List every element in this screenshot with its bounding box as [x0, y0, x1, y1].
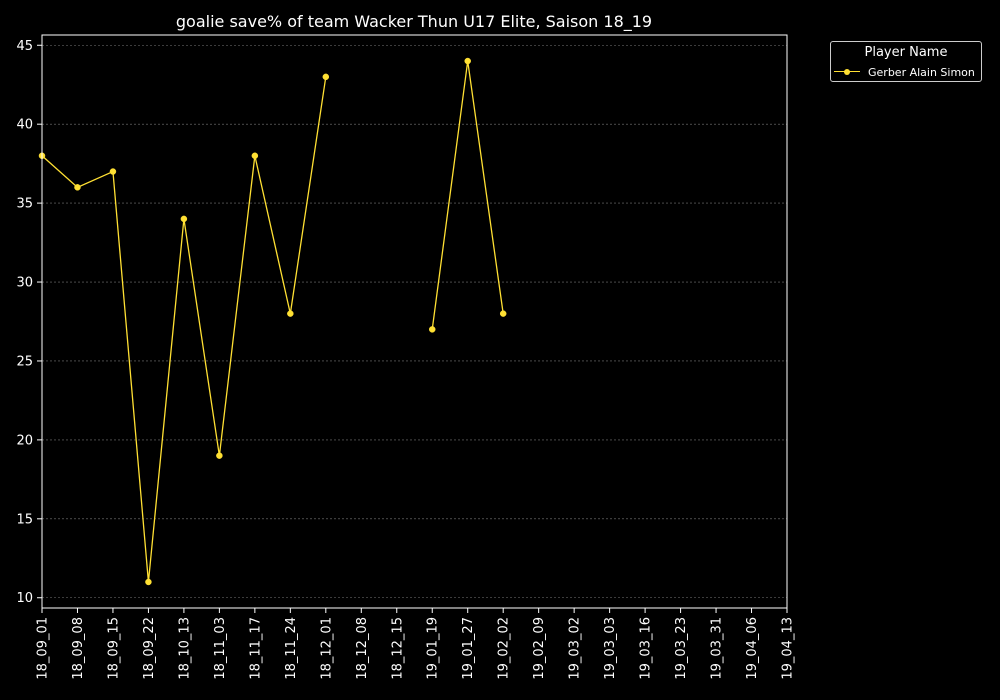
legend-swatch [834, 66, 860, 78]
x-tick-label: 18_10_13 [177, 617, 192, 680]
x-tick-label: 18_11_24 [284, 617, 299, 680]
x-tick-label: 18_11_17 [248, 617, 263, 680]
x-tick-label: 19_02_09 [532, 617, 547, 680]
data-point [287, 310, 294, 317]
data-point [464, 57, 471, 65]
x-tick-label: 18_09_22 [142, 617, 157, 680]
y-tick-label: 15 [16, 512, 33, 527]
x-tick-label: 18_12_08 [355, 617, 370, 680]
x-tick-label: 19_03_31 [710, 617, 725, 680]
legend-title: Player Name [864, 45, 948, 60]
series-layer [38, 57, 507, 586]
y-tick-label: 10 [16, 591, 33, 606]
data-point [74, 184, 81, 191]
x-tick-label: 18_12_01 [319, 617, 334, 680]
data-point [251, 152, 259, 160]
x-tick-label: 19_04_06 [745, 617, 760, 680]
series-line [41, 76, 327, 583]
y-tick-label: 20 [16, 433, 33, 448]
axes: 10 15 20 25 30 35 40 45 18_09_01 18_09_08 18_09_15… [16, 34, 796, 680]
x-tick-label: 19_03_16 [639, 617, 654, 680]
data-point [216, 452, 223, 459]
x-tick-label: 19_03_23 [674, 617, 689, 680]
y-tick-label: 40 [16, 118, 33, 133]
x-tick-label: 19_01_19 [426, 617, 441, 680]
x-tick-label: 19_02_02 [497, 617, 512, 680]
legend: Player Name Gerber Alain Simon [830, 41, 982, 82]
x-tick-label: 19_04_13 [781, 617, 796, 680]
x-tick-label: 18_09_08 [71, 617, 86, 680]
data-point [428, 326, 436, 333]
data-point [180, 215, 188, 223]
data-point [145, 578, 152, 586]
y-tick-label: 35 [16, 197, 33, 212]
data-point [499, 310, 507, 317]
x-tick-label: 19_03_02 [568, 617, 583, 680]
x-tick-label: 19_03_03 [603, 617, 618, 680]
data-point [322, 73, 330, 81]
data-point [109, 168, 117, 175]
legend-entry: Gerber Alain Simon [834, 64, 975, 80]
plot-frame [41, 34, 788, 609]
x-tick-label: 18_12_15 [390, 617, 405, 680]
x-tick-label: 18_09_01 [36, 617, 51, 680]
y-tick-label: 45 [16, 39, 33, 54]
chart-title: goalie save% of team Wacker Thun U17 Eli… [176, 12, 652, 32]
x-tick-label: 18_09_15 [106, 617, 121, 680]
x-tick-label: 19_01_27 [461, 617, 476, 680]
grid-lines [42, 44, 787, 599]
legend-label: Gerber Alain Simon [868, 65, 975, 79]
y-tick-label: 25 [16, 354, 33, 369]
series-line [431, 60, 504, 330]
x-tick-label: 18_11_03 [213, 617, 228, 680]
y-tick-label: 30 [16, 276, 33, 291]
